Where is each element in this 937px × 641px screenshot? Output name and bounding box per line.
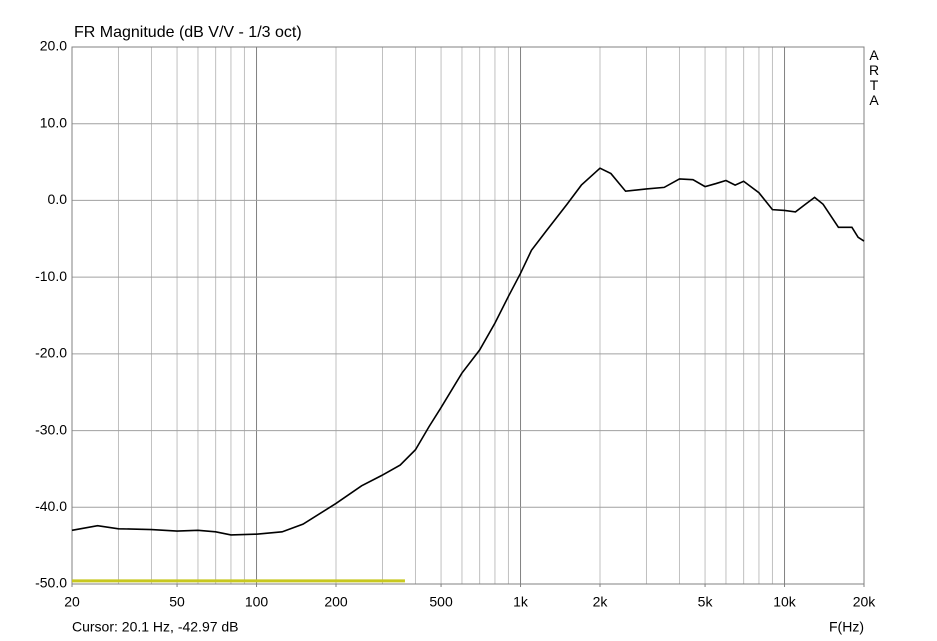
y-tick-label: 10.0: [40, 114, 67, 130]
x-tick-label: 10k: [773, 594, 797, 610]
x-axis-label: F(Hz): [829, 619, 864, 635]
x-tick-label: 5k: [698, 594, 714, 610]
y-tick-label: -50.0: [35, 575, 67, 591]
x-tick-label: 200: [324, 594, 348, 610]
y-tick-label: 20.0: [40, 38, 67, 54]
x-tick-label: 500: [429, 594, 453, 610]
y-tick-label: 0.0: [48, 191, 68, 207]
x-tick-label: 20k: [853, 594, 877, 610]
x-tick-label: 2k: [593, 594, 609, 610]
response-curve: [71, 167, 865, 536]
watermark: ARTA: [869, 47, 880, 108]
cursor-readout: Cursor: 20.1 Hz, -42.97 dB: [72, 619, 239, 635]
x-tick-label: 100: [245, 594, 269, 610]
y-tick-label: -40.0: [35, 498, 67, 514]
plot-frame: [71, 46, 865, 585]
y-tick-label: -30.0: [35, 421, 67, 437]
x-tick-label: 50: [169, 594, 185, 610]
y-tick-label: -20.0: [35, 345, 67, 361]
x-tick-label: 20: [64, 594, 80, 610]
chart-title: FR Magnitude (dB V/V - 1/3 oct): [74, 24, 302, 41]
y-tick-label: -10.0: [35, 268, 67, 284]
x-tick-label: 1k: [513, 594, 529, 610]
